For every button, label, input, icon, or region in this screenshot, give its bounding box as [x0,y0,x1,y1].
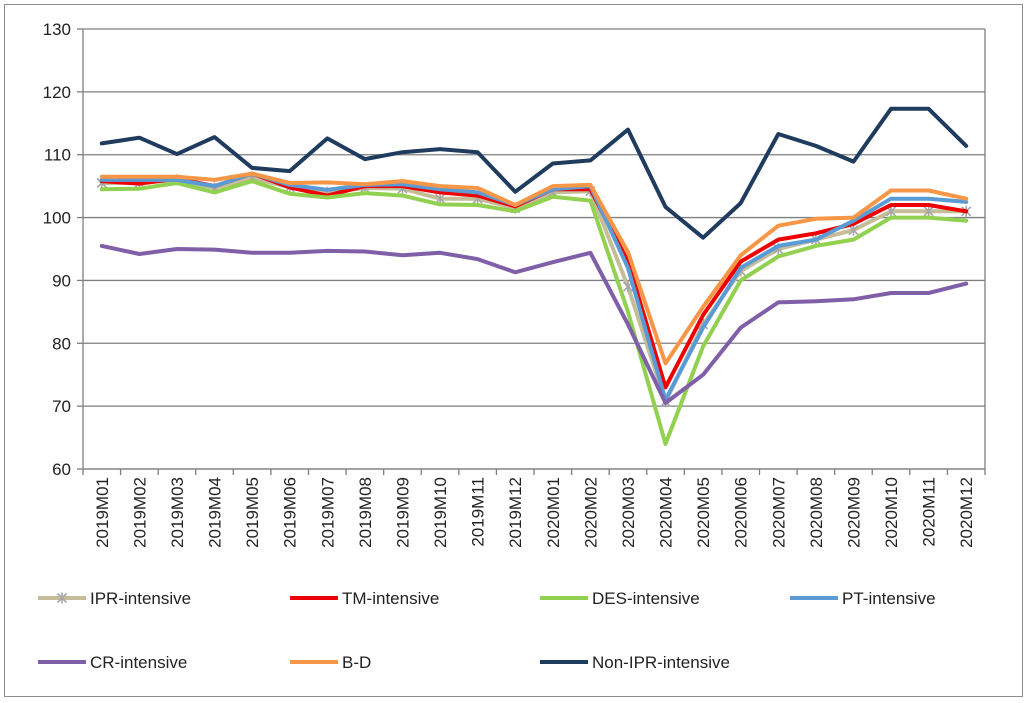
x-tick-label: 2020M05 [694,477,713,548]
x-tick-label: 2019M10 [431,477,450,548]
x-tick-label: 2020M09 [844,477,863,548]
x-tick-label: 2020M02 [581,477,600,548]
legend-item-des-intensive: DES-intensive [540,589,700,608]
series-line-ipr-intensive [99,176,969,404]
x-tick-label: 2019M06 [281,477,300,548]
legend-label: Non-IPR-intensive [592,653,730,672]
legend-item-pt-intensive: PT-intensive [790,589,936,608]
x-tick-label: 2019M11 [469,477,488,547]
legend-item-cr-intensive: CR-intensive [38,653,187,672]
x-tick-label: 2020M01 [544,477,563,548]
x-tick-label: 2019M02 [130,477,149,548]
legend-label: B-D [342,653,371,672]
series-line-non-ipr-intensive [99,106,969,240]
y-tick-label: 60 [52,460,71,479]
y-tick-label: 70 [52,397,71,416]
legend-marker [56,592,68,604]
data-point-ipr-intensive [848,224,859,236]
legend-item-tm-intensive: TM-intensive [290,589,439,608]
x-tick-label: 2020M10 [882,477,901,548]
x-tick-label: 2019M04 [206,477,225,548]
x-tick-label: 2019M12 [506,477,525,548]
y-tick-label: 120 [43,83,71,102]
legend-label: TM-intensive [342,589,439,608]
legend-item-b-d: B-D [290,653,371,672]
y-tick-label: 80 [52,334,71,353]
y-axis: 60 70 80 90 100 110 120 130 [43,20,986,479]
series-line-cr-intensive [99,243,969,405]
x-tick-label: 2019M01 [93,477,112,548]
legend-label: CR-intensive [90,653,187,672]
series-line-des-intensive [99,179,969,446]
legend: IPR-intensive TM-intensive DES-intensive PT… [38,589,936,672]
legend-label: PT-intensive [842,589,936,608]
y-tick-label: 130 [43,20,71,39]
x-tick-label: 2019M07 [318,477,337,548]
x-tick-label: 2020M08 [807,477,826,548]
x-axis: 2019M01 2019M02 2019M03 2019M04 2019M05 2019M… [82,468,986,548]
series-line-pt-intensive [99,171,969,402]
legend-item-non-ipr-intensive: Non-IPR-intensive [540,653,730,672]
x-tick-label: 2020M06 [732,477,751,548]
x-tick-label: 2019M09 [393,477,412,548]
x-tick-label: 2019M08 [356,477,375,548]
legend-label: IPR-intensive [90,589,191,608]
y-tick-label: 110 [44,146,71,165]
x-tick-label: 2020M12 [957,477,976,548]
x-tick-label: 2019M05 [243,477,262,548]
x-tick-label: 2020M03 [619,477,638,548]
y-tick-label: 100 [43,209,71,228]
y-tick-label: 90 [52,271,71,290]
legend-label: DES-intensive [592,589,700,608]
chart-frame [4,4,1023,697]
x-tick-label: 2020M11 [920,477,939,547]
series-line-b-d [99,171,969,366]
data-point-ipr-intensive [923,205,934,217]
series-lines [96,106,972,446]
x-tick-label: 2020M04 [657,477,676,548]
x-tick-label: 2019M03 [168,477,187,548]
x-tick-label: 2020M07 [769,477,788,548]
legend-item-ipr-intensive: IPR-intensive [38,589,191,608]
